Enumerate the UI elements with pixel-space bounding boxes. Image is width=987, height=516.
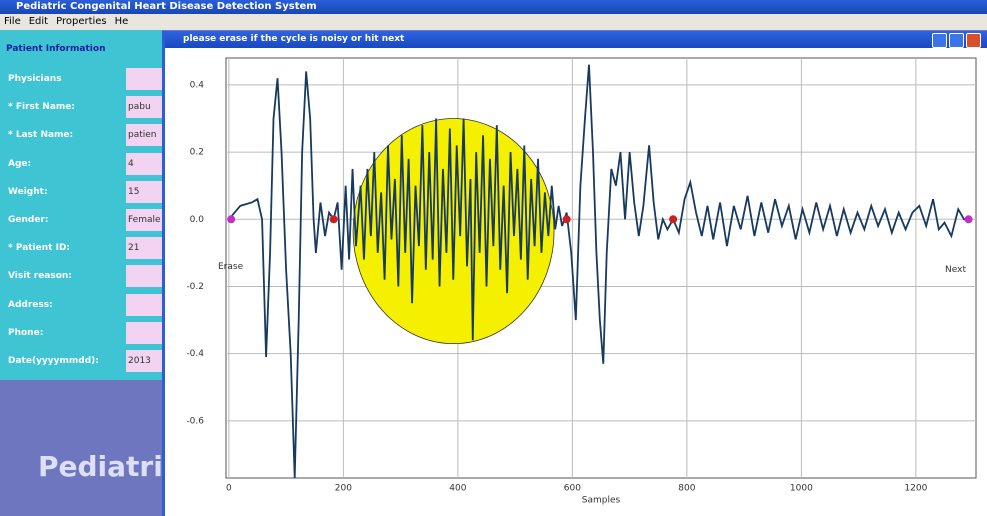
field-input[interactable]: Female xyxy=(126,209,168,231)
field-input[interactable]: 21 xyxy=(126,237,168,260)
chart: 0.4 0.2 0.0 -0.2 -0.4 -0.6 0 200 400 600 800 1000 12… xyxy=(186,57,977,506)
field-value: 4 xyxy=(128,158,134,169)
field-value: 2013 xyxy=(128,356,151,366)
field-value: Female xyxy=(128,215,161,225)
field-label: Weight: xyxy=(8,186,48,197)
patient-panel: Patient Information Physicians * First Na… xyxy=(0,30,168,380)
field-label: * First Name: xyxy=(8,102,75,113)
field-input[interactable] xyxy=(126,321,168,344)
field-label: Address: xyxy=(8,299,53,310)
menu-item[interactable]: He xyxy=(114,16,129,27)
maximize-button[interactable] xyxy=(949,33,964,48)
y-tick-label: 0.0 xyxy=(190,215,205,225)
field-label: Date(yyyymmdd): xyxy=(8,356,99,366)
child-window: please erase if the cycle is noisy or hi… xyxy=(162,31,987,516)
field-input[interactable] xyxy=(126,293,168,316)
minimize-button[interactable] xyxy=(932,33,947,48)
menu-bar: File Edit Properties He xyxy=(0,14,987,30)
erase-label[interactable]: Erase xyxy=(218,262,244,272)
signal-line xyxy=(228,64,969,479)
banner: Pediatric xyxy=(0,380,179,516)
field-value: 15 xyxy=(128,186,140,197)
field-label: Visit reason: xyxy=(8,271,72,282)
child-title-bar: please erase if the cycle is noisy or hi… xyxy=(165,31,987,48)
field-input[interactable] xyxy=(126,265,168,288)
field-input[interactable]: 4 xyxy=(126,152,168,175)
field-input[interactable] xyxy=(126,68,168,90)
field-label: * Last Name: xyxy=(8,130,74,141)
marker xyxy=(329,215,338,224)
field-label: * Patient ID: xyxy=(8,243,71,254)
x-tick-label: 600 xyxy=(564,484,581,494)
field-value: patien xyxy=(128,130,157,141)
marker xyxy=(227,215,236,224)
x-tick-label: 1200 xyxy=(904,484,927,494)
child-title: please erase if the cycle is noisy or hi… xyxy=(183,34,405,44)
window-title: Pediatric Congenital Heart Disease Detec… xyxy=(16,1,317,12)
field-input[interactable]: pabu xyxy=(126,96,168,119)
close-button[interactable] xyxy=(966,33,981,48)
field-value: 21 xyxy=(128,243,140,254)
x-tick-label: 400 xyxy=(449,484,466,494)
x-axis-label: Samples xyxy=(582,496,621,506)
plot-area xyxy=(225,57,977,479)
x-tick-label: 0 xyxy=(226,484,232,494)
y-tick-label: -0.6 xyxy=(186,416,204,426)
x-tick-label: 200 xyxy=(335,484,352,494)
main-title-bar: Pediatric Congenital Heart Disease Detec… xyxy=(0,0,987,14)
menu-item[interactable]: Properties xyxy=(56,16,107,27)
marker xyxy=(562,215,571,224)
field-value: pabu xyxy=(128,102,151,113)
field-input[interactable]: patien xyxy=(126,124,168,147)
marker xyxy=(669,215,678,224)
field-input[interactable]: 15 xyxy=(126,180,168,203)
field-label: Gender: xyxy=(8,215,49,225)
y-tick-label: 0.4 xyxy=(190,80,205,90)
panel-header: Patient Information xyxy=(6,44,106,54)
banner-text: Pediatric xyxy=(38,450,180,483)
next-label[interactable]: Next xyxy=(945,265,966,275)
y-tick-label: -0.2 xyxy=(186,282,204,292)
y-tick-label: -0.4 xyxy=(186,349,204,359)
field-input[interactable]: 2013 xyxy=(126,350,168,372)
y-tick-label: 0.2 xyxy=(190,148,204,158)
x-tick-label: 800 xyxy=(678,484,695,494)
menu-item[interactable]: File xyxy=(4,16,21,27)
menu-item[interactable]: Edit xyxy=(28,16,49,27)
marker xyxy=(964,215,973,224)
field-label: Phone: xyxy=(8,327,44,338)
field-label: Physicians xyxy=(8,74,62,84)
x-tick-label: 1000 xyxy=(790,484,813,494)
field-label: Age: xyxy=(8,158,32,169)
